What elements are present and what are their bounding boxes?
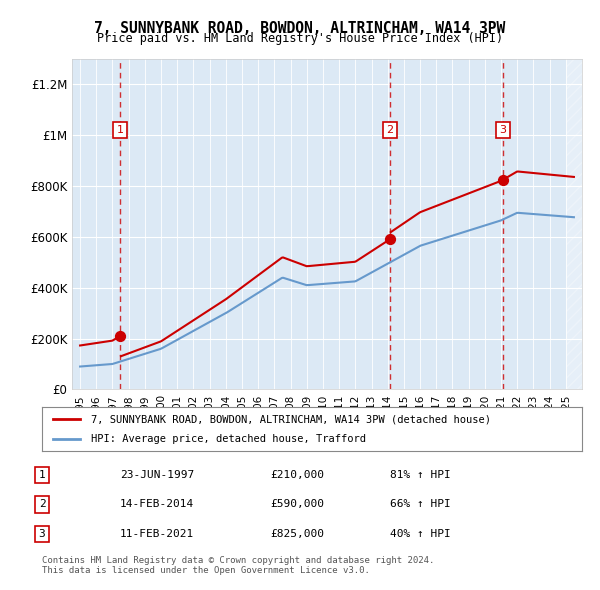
Text: 1: 1 [116, 125, 124, 135]
Text: £210,000: £210,000 [270, 470, 324, 480]
Text: 81% ↑ HPI: 81% ↑ HPI [390, 470, 451, 480]
Text: 40% ↑ HPI: 40% ↑ HPI [390, 529, 451, 539]
Bar [566, 59, 590, 389]
Text: 11-FEB-2021: 11-FEB-2021 [120, 529, 194, 539]
Text: 7, SUNNYBANK ROAD, BOWDON, ALTRINCHAM, WA14 3PW: 7, SUNNYBANK ROAD, BOWDON, ALTRINCHAM, W… [94, 21, 506, 35]
Text: 2: 2 [386, 125, 393, 135]
Text: 7, SUNNYBANK ROAD, BOWDON, ALTRINCHAM, WA14 3PW (detached house): 7, SUNNYBANK ROAD, BOWDON, ALTRINCHAM, W… [91, 415, 491, 424]
Text: 14-FEB-2014: 14-FEB-2014 [120, 500, 194, 509]
Text: £825,000: £825,000 [270, 529, 324, 539]
Point [115, 332, 125, 341]
Text: 3: 3 [499, 125, 506, 135]
Text: Contains HM Land Registry data © Crown copyright and database right 2024.
This d: Contains HM Land Registry data © Crown c… [42, 556, 434, 575]
Text: HPI: Average price, detached house, Trafford: HPI: Average price, detached house, Traf… [91, 434, 365, 444]
Text: 1: 1 [38, 470, 46, 480]
Text: £590,000: £590,000 [270, 500, 324, 509]
Point [385, 235, 394, 244]
Text: 3: 3 [38, 529, 46, 539]
Text: 23-JUN-1997: 23-JUN-1997 [120, 470, 194, 480]
Text: 66% ↑ HPI: 66% ↑ HPI [390, 500, 451, 509]
Text: Price paid vs. HM Land Registry's House Price Index (HPI): Price paid vs. HM Land Registry's House … [97, 32, 503, 45]
Point [498, 175, 508, 185]
Text: 2: 2 [38, 500, 46, 509]
